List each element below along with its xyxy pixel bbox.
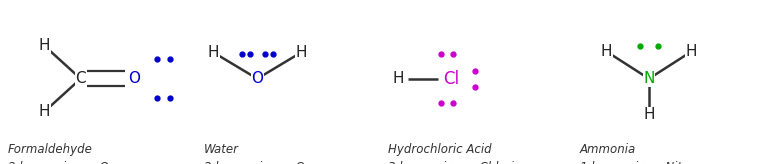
Text: H: H <box>644 107 654 122</box>
Text: H: H <box>39 104 50 119</box>
Text: O: O <box>128 71 141 86</box>
Text: Hydrochloric Acid: Hydrochloric Acid <box>388 143 492 156</box>
Text: 2 lone pairs on Oxygen: 2 lone pairs on Oxygen <box>204 161 340 164</box>
Text: Ammonia: Ammonia <box>580 143 636 156</box>
Text: H: H <box>39 38 50 53</box>
Text: H: H <box>208 45 219 60</box>
Text: Formaldehyde: Formaldehyde <box>8 143 93 156</box>
Text: C: C <box>75 71 86 86</box>
Text: 3 lone pairs on Chlorine: 3 lone pairs on Chlorine <box>388 161 528 164</box>
Text: H: H <box>296 45 306 60</box>
Text: Cl: Cl <box>444 70 459 88</box>
Text: 2 lone pairs on Oxygen: 2 lone pairs on Oxygen <box>8 161 144 164</box>
Text: O: O <box>251 71 263 86</box>
Text: H: H <box>686 44 697 59</box>
Text: Water: Water <box>204 143 239 156</box>
Text: 1 lone pair on Nitrogen: 1 lone pair on Nitrogen <box>580 161 717 164</box>
Text: H: H <box>601 44 612 59</box>
Text: H: H <box>392 71 403 86</box>
Text: N: N <box>644 71 654 86</box>
